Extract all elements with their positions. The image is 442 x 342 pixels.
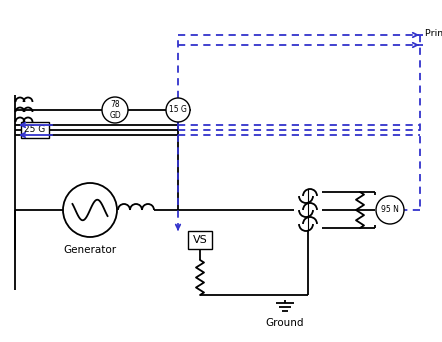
Circle shape (102, 97, 128, 123)
Circle shape (63, 183, 117, 237)
Text: Prime Mover/Trip Excitation: Prime Mover/Trip Excitation (425, 29, 442, 39)
Bar (21, 122, 49, 138)
Text: VS: VS (193, 235, 207, 245)
Text: Ground: Ground (266, 318, 304, 328)
Text: 78
GD: 78 GD (109, 100, 121, 120)
Text: Generator: Generator (64, 245, 117, 255)
Circle shape (166, 98, 190, 122)
Circle shape (376, 196, 404, 224)
Text: 15 G: 15 G (169, 105, 187, 115)
Text: 25 G: 25 G (24, 126, 46, 134)
Text: 95 N: 95 N (381, 206, 399, 214)
Bar (188, 231, 212, 249)
